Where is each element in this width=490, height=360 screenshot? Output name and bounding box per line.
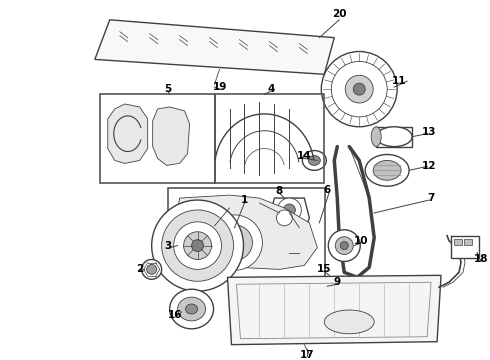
Polygon shape: [227, 275, 441, 345]
Text: 14: 14: [297, 152, 312, 162]
Bar: [464, 239, 472, 245]
Ellipse shape: [328, 286, 344, 302]
Text: 1: 1: [241, 195, 248, 205]
Bar: [100, 94, 215, 183]
Text: 16: 16: [168, 310, 182, 320]
Ellipse shape: [276, 210, 293, 226]
Polygon shape: [95, 20, 334, 74]
Text: 15: 15: [317, 264, 332, 274]
Ellipse shape: [353, 83, 365, 95]
Text: 2: 2: [136, 264, 143, 274]
Ellipse shape: [186, 304, 197, 314]
Text: 7: 7: [427, 193, 435, 203]
Ellipse shape: [177, 297, 206, 321]
Ellipse shape: [217, 225, 252, 261]
Bar: [451, 236, 479, 257]
Ellipse shape: [331, 62, 387, 117]
Polygon shape: [270, 198, 309, 233]
Ellipse shape: [376, 127, 412, 147]
Ellipse shape: [324, 310, 374, 334]
Ellipse shape: [302, 150, 326, 170]
Ellipse shape: [162, 210, 234, 281]
Bar: [376, 127, 412, 147]
Ellipse shape: [142, 260, 162, 279]
Polygon shape: [174, 195, 318, 269]
Ellipse shape: [170, 289, 214, 329]
Ellipse shape: [371, 127, 381, 147]
Ellipse shape: [192, 240, 203, 252]
Ellipse shape: [207, 215, 263, 270]
Polygon shape: [108, 104, 147, 163]
Ellipse shape: [173, 222, 221, 269]
Text: 10: 10: [354, 236, 368, 246]
Text: 9: 9: [334, 277, 341, 287]
Text: 3: 3: [164, 240, 171, 251]
Ellipse shape: [308, 156, 320, 165]
Ellipse shape: [328, 230, 360, 261]
Text: 11: 11: [392, 76, 406, 86]
Text: 13: 13: [422, 127, 436, 137]
Text: 8: 8: [276, 186, 283, 196]
Text: 12: 12: [422, 161, 436, 171]
Ellipse shape: [283, 204, 295, 216]
Text: 5: 5: [164, 84, 171, 94]
Bar: [454, 239, 462, 245]
Bar: [168, 188, 325, 279]
Ellipse shape: [373, 161, 401, 180]
Ellipse shape: [147, 265, 157, 274]
Text: 6: 6: [324, 185, 331, 195]
Text: 20: 20: [332, 9, 346, 19]
Ellipse shape: [345, 75, 373, 103]
Ellipse shape: [277, 198, 301, 222]
Ellipse shape: [340, 242, 348, 249]
Text: 19: 19: [212, 82, 227, 92]
Ellipse shape: [184, 232, 212, 260]
Ellipse shape: [152, 200, 244, 291]
Text: 17: 17: [300, 350, 315, 360]
Ellipse shape: [365, 154, 409, 186]
Polygon shape: [153, 107, 190, 165]
Text: 4: 4: [268, 84, 275, 94]
Bar: [215, 94, 324, 183]
Ellipse shape: [335, 237, 353, 255]
Text: 18: 18: [474, 255, 488, 265]
Ellipse shape: [321, 51, 397, 127]
